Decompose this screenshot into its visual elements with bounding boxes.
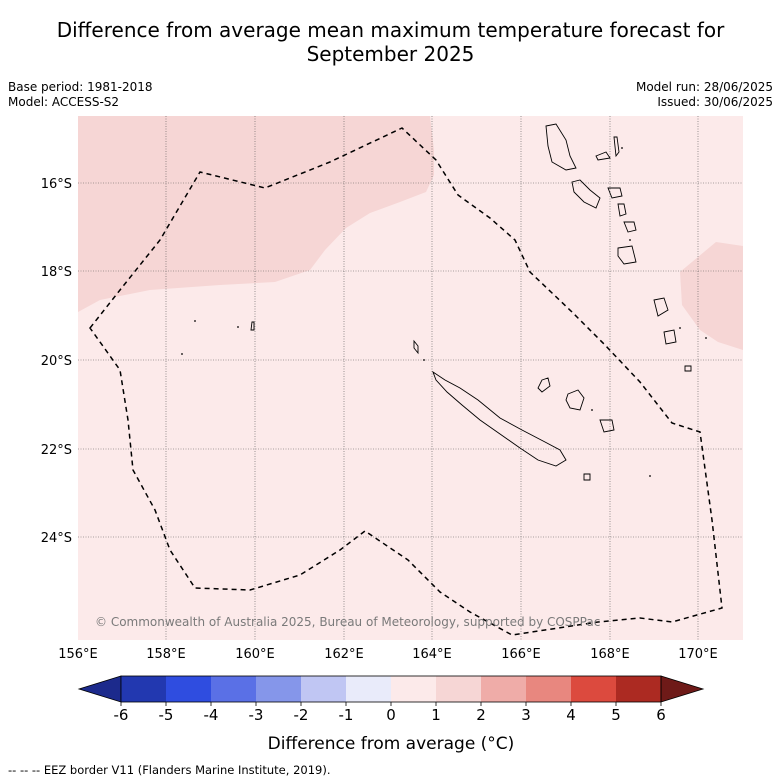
lat-label: 18°S — [41, 265, 72, 280]
colorbar-segment — [436, 676, 481, 702]
colorbar-extend-low — [77, 675, 122, 703]
base-period: Base period: 1981-2018 — [8, 80, 153, 94]
issued-date: Issued: 30/06/2025 — [657, 95, 773, 109]
colorbar-tick-label: -3 — [249, 706, 264, 724]
island-epi — [617, 203, 627, 217]
map-grid — [78, 116, 743, 640]
island-ambae — [595, 151, 611, 161]
island-malakula — [571, 179, 601, 209]
lon-label: 168°E — [590, 647, 630, 662]
lon-label: 156°E — [58, 647, 98, 662]
island-loyalty-small-1 — [653, 297, 669, 317]
islets — [181, 147, 707, 477]
colorbar-segment — [166, 676, 211, 702]
colorbar-tick-label: 2 — [476, 706, 486, 724]
island-erromango — [617, 245, 637, 265]
lon-label: 164°E — [412, 647, 452, 662]
colorbar-segment — [481, 676, 526, 702]
lat-labels: 16°S 18°S 20°S 22°S 24°S — [41, 177, 72, 546]
island-efate — [623, 221, 637, 233]
lat-label: 20°S — [41, 354, 72, 369]
land-outlines — [250, 123, 692, 481]
colorbar-tick-label: -4 — [204, 706, 219, 724]
lon-label: 162°E — [324, 647, 364, 662]
lon-label: 160°E — [235, 647, 275, 662]
colorbar-segment — [526, 676, 571, 702]
lon-label: 158°E — [146, 647, 186, 662]
island-new-caledonia — [432, 370, 567, 467]
model-run: Model run: 28/06/2025 — [635, 80, 773, 94]
meta-left: Base period: 1981-2018 Model: ACCESS-S2 — [8, 80, 153, 110]
meta-right: Model run: 28/06/2025 Issued: 30/06/2025 — [636, 80, 773, 110]
anomaly-region-east — [680, 242, 743, 350]
lon-labels: 156°E 158°E 160°E 162°E 164°E 166°E 168°… — [58, 647, 718, 662]
colorbar-tick-label: 4 — [566, 706, 576, 724]
map-panel: © Commonwealth of Australia 2025, Bureau… — [78, 116, 743, 640]
lon-label: 170°E — [678, 647, 718, 662]
island-lifou — [565, 389, 585, 411]
copyright-text: © Commonwealth of Australia 2025, Bureau… — [95, 615, 600, 629]
island-loyalty-small-2 — [663, 329, 677, 345]
island-pentecost — [607, 187, 623, 199]
colorbar: -6 -5 -4 -3 -2 -1 0 1 2 3 4 5 6 — [77, 675, 705, 724]
colorbar-segment — [391, 676, 436, 702]
island-belep — [413, 339, 419, 355]
title-line-2: September 2025 — [306, 42, 475, 66]
title-line-1: Difference from average mean maximum tem… — [56, 18, 725, 42]
lon-label: 166°E — [501, 647, 541, 662]
colorbar-segment — [301, 676, 346, 702]
colorbar-tick-label: -6 — [114, 706, 129, 724]
island-hunter — [684, 365, 692, 372]
island-pines — [583, 473, 591, 481]
colorbar-segment — [616, 676, 661, 702]
eez-border — [89, 127, 723, 636]
chart-title: Difference from average mean maximum tem… — [0, 18, 781, 66]
colorbar-extend-high — [660, 675, 705, 703]
colorbar-segment — [346, 676, 391, 702]
island-mare — [599, 419, 615, 433]
model-name: Model: ACCESS-S2 — [8, 95, 120, 109]
lat-label: 16°S — [41, 177, 72, 192]
colorbar-segment — [256, 676, 301, 702]
island-ouvea — [537, 377, 551, 393]
colorbar-tick-label: 5 — [611, 706, 621, 724]
colorbar-tick-label: -5 — [159, 706, 174, 724]
lat-label: 24°S — [41, 531, 72, 546]
colorbar-label: Difference from average (°C) — [268, 734, 515, 754]
island-espiritu-santo — [545, 123, 577, 171]
colorbar-tick-label: 3 — [521, 706, 531, 724]
colorbar-segment — [211, 676, 256, 702]
eez-legend: -- -- -- EEZ border V11 (Flanders Marine… — [8, 763, 331, 777]
island-chesterfield — [250, 321, 255, 331]
colorbar-segment — [571, 676, 616, 702]
island-maewo — [613, 136, 620, 158]
colorbar-tick-label: 0 — [386, 706, 396, 724]
colorbar-tick-label: -1 — [339, 706, 354, 724]
colorbar-tick-label: -2 — [294, 706, 309, 724]
colorbar-tick-label: 6 — [656, 706, 666, 724]
colorbar-segment — [121, 676, 166, 702]
anomaly-region-northwest — [78, 116, 434, 312]
colorbar-tick-label: 1 — [431, 706, 441, 724]
lat-label: 22°S — [41, 443, 72, 458]
